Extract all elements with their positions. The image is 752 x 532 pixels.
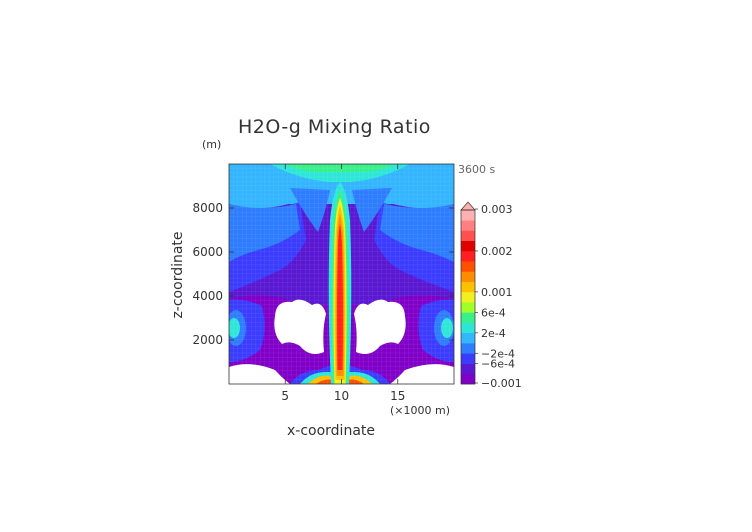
colorbar-frame: [460, 209, 476, 385]
colorbar-swatch: [461, 281, 475, 293]
colorbar-label: 6e-4: [481, 306, 506, 319]
colorbar-swatch: [461, 230, 475, 242]
colorbar-label: 2e-4: [481, 327, 506, 340]
y-tick-label: 2000: [192, 333, 223, 347]
y-tick-label: 8000: [192, 201, 223, 215]
x-tick-label: 5: [281, 389, 289, 403]
colorbar-swatch: [461, 271, 475, 282]
x-axis: 5 10 15: [281, 164, 405, 403]
colorbar-swatch: [461, 363, 475, 375]
colorbar-swatch: [461, 322, 475, 334]
chart-title: H2O-g Mixing Ratio: [238, 116, 431, 138]
contour-field: [229, 164, 454, 384]
colorbar-swatch: [461, 373, 475, 385]
y-tick-label: 6000: [192, 245, 223, 259]
x-tick-label: 10: [334, 389, 349, 403]
colorbar-swatch: [461, 250, 475, 262]
time-label: 3600 s: [458, 163, 496, 176]
colorbar: 0.003 0.002 0.001 6e-4 2e-4 −2e-4−6e-4 −0.001: [460, 201, 522, 390]
colorbar-swatch: [461, 353, 475, 364]
colorbar-label: 0.002: [481, 245, 513, 258]
colorbar-swatch: [461, 240, 475, 252]
x-unit-label: (×1000 m): [390, 404, 451, 417]
colorbar-swatch: [461, 343, 475, 354]
colorbar-swatch: [461, 261, 475, 272]
colorbar-extend-arrow: [460, 201, 476, 211]
colorbar-swatch: [461, 210, 475, 221]
y-tick-label: 4000: [192, 289, 223, 303]
colorbar-label: −0.001: [481, 377, 522, 390]
colorbar-swatch: [461, 312, 475, 323]
y-unit-label: (m): [202, 138, 222, 151]
x-axis-label: x-coordinate: [287, 423, 376, 439]
colorbar-swatch: [461, 291, 475, 303]
colorbar-label: −2e-4: [481, 347, 515, 360]
y-axis: 2000 4000 6000 8000: [192, 201, 454, 347]
colorbar-label: 0.001: [481, 286, 513, 299]
x-tick-label: 15: [390, 389, 405, 403]
colorbar-swatch: [461, 220, 475, 231]
colorbar-label: −6e-4: [481, 358, 515, 371]
colorbar-swatch: [461, 332, 475, 344]
colorbar-label: 0.003: [481, 203, 513, 216]
colorbar-swatch: [461, 302, 475, 313]
